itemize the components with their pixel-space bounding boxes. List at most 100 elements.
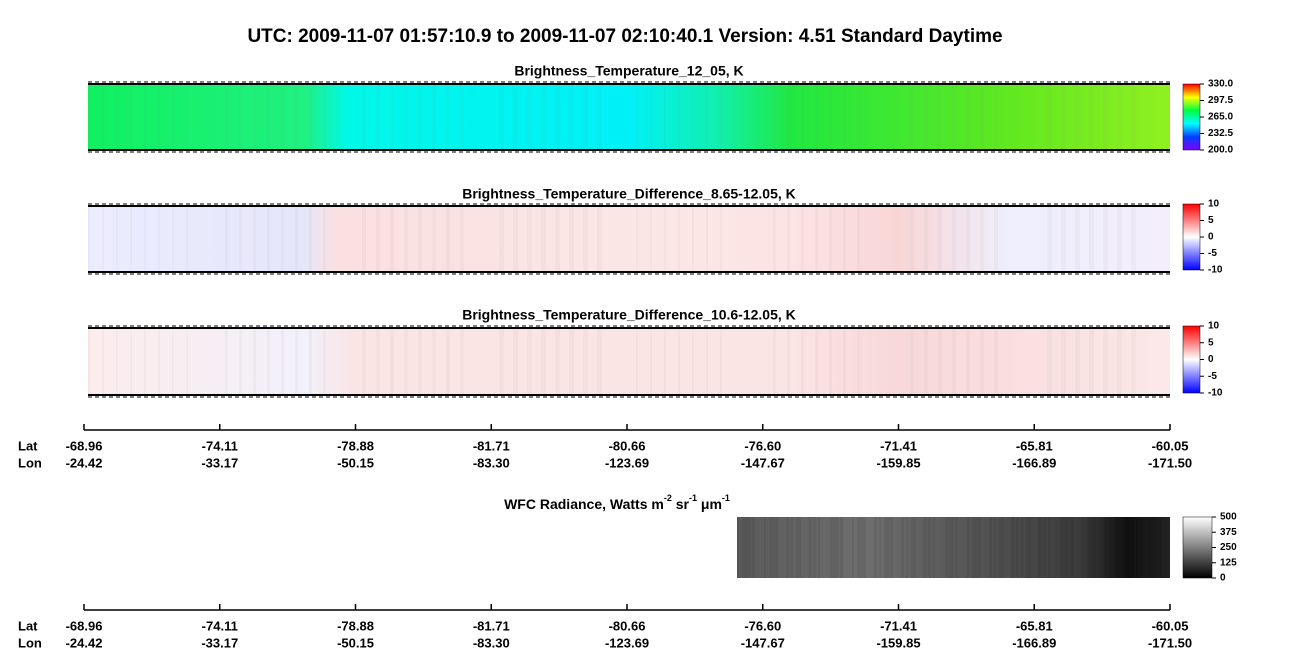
- image-texture: [742, 517, 747, 578]
- track-label: -159.85: [876, 635, 920, 650]
- image-texture: [1075, 206, 1080, 272]
- image-texture: [267, 206, 270, 272]
- image-texture: [737, 517, 739, 578]
- colorbar-tick-label: 200.0: [1208, 145, 1233, 156]
- image-texture: [636, 206, 638, 272]
- image-texture: [362, 206, 366, 272]
- image-texture: [130, 206, 132, 272]
- image-texture: [952, 328, 956, 395]
- image-texture: [225, 84, 228, 150]
- image-texture: [527, 206, 532, 272]
- image-texture: [1114, 517, 1119, 578]
- image-texture: [1047, 206, 1052, 272]
- image-texture: [636, 328, 638, 395]
- colorbar: [1182, 83, 1201, 151]
- image-texture: [999, 517, 1004, 578]
- image-texture: [1048, 517, 1050, 578]
- image-texture: [678, 206, 680, 272]
- colorbar-tick-label: 265.0: [1208, 112, 1233, 123]
- image-texture: [88, 206, 90, 272]
- track-label: -81.71: [473, 438, 510, 453]
- image-texture: [906, 517, 908, 578]
- image-texture: [910, 206, 914, 272]
- image-texture: [1136, 517, 1138, 578]
- image-texture: [460, 328, 464, 395]
- image-texture: [1131, 328, 1136, 395]
- image-texture: [144, 206, 146, 272]
- image-texture: [1060, 517, 1065, 578]
- image-texture: [801, 328, 804, 395]
- image-texture: [239, 328, 242, 395]
- image-texture: [994, 206, 998, 272]
- row-name: Lat: [18, 438, 38, 453]
- image-texture: [994, 328, 998, 395]
- image-texture: [972, 517, 977, 578]
- image-texture: [1021, 517, 1023, 578]
- track-label: -166.89: [1012, 455, 1056, 470]
- track-label: -80.66: [609, 618, 646, 633]
- image-texture: [980, 206, 984, 272]
- image-texture: [295, 206, 298, 272]
- image-texture: [253, 328, 256, 395]
- image-texture: [295, 84, 298, 150]
- image-swath: [88, 84, 1170, 150]
- image-texture: [901, 517, 904, 578]
- title-part: μm: [697, 496, 722, 512]
- image-texture: [281, 206, 284, 272]
- image-texture: [1148, 517, 1153, 578]
- image-texture: [376, 328, 380, 395]
- image-texture: [706, 328, 708, 395]
- track-label: -147.67: [741, 455, 785, 470]
- track-label: -60.05: [1152, 618, 1189, 633]
- track-label: -78.88: [337, 618, 374, 633]
- image-texture: [309, 84, 312, 150]
- track-label: -68.96: [66, 438, 103, 453]
- image-texture: [980, 84, 984, 150]
- image-texture: [499, 206, 504, 272]
- image-swath: [88, 328, 1170, 395]
- colorbar-tick-label: 5: [1208, 215, 1214, 226]
- image-texture: [692, 328, 694, 395]
- image-texture: [527, 328, 532, 395]
- image-texture: [323, 206, 326, 272]
- image-texture: [801, 84, 804, 150]
- image-texture: [88, 328, 90, 395]
- image-texture: [955, 517, 958, 578]
- image-texture: [945, 517, 950, 578]
- track-label: -76.60: [744, 438, 781, 453]
- image-texture: [815, 84, 818, 150]
- image-texture: [1103, 328, 1108, 395]
- image-texture: [910, 328, 914, 395]
- image-texture: [362, 84, 366, 150]
- image-texture: [786, 517, 789, 578]
- track-label: -65.81: [1016, 618, 1053, 633]
- image-texture: [720, 84, 722, 150]
- image-texture: [835, 517, 839, 578]
- image-texture: [1089, 328, 1094, 395]
- colorbar-tick-label: 330.0: [1208, 79, 1233, 90]
- image-texture: [1061, 206, 1066, 272]
- image-texture: [843, 206, 846, 272]
- image-texture: [636, 84, 638, 150]
- image-texture: [541, 84, 546, 150]
- image-texture: [994, 517, 996, 578]
- image-texture: [446, 328, 450, 395]
- track-label: -50.15: [337, 455, 374, 470]
- track-label: -159.85: [876, 455, 920, 470]
- image-texture: [787, 328, 790, 395]
- image-texture: [116, 206, 118, 272]
- image-texture: [967, 517, 969, 578]
- image-texture: [1103, 84, 1108, 150]
- track-label: -68.96: [66, 618, 103, 633]
- image-texture: [569, 328, 574, 395]
- image-texture: [527, 84, 532, 150]
- image-texture: [541, 328, 546, 395]
- image-texture: [874, 517, 877, 578]
- image-texture: [1065, 517, 1069, 578]
- image-texture: [1043, 517, 1046, 578]
- image-texture: [597, 328, 602, 395]
- image-texture: [172, 84, 174, 150]
- image-texture: [555, 206, 560, 272]
- image-texture: [1061, 328, 1066, 395]
- image-texture: [404, 206, 408, 272]
